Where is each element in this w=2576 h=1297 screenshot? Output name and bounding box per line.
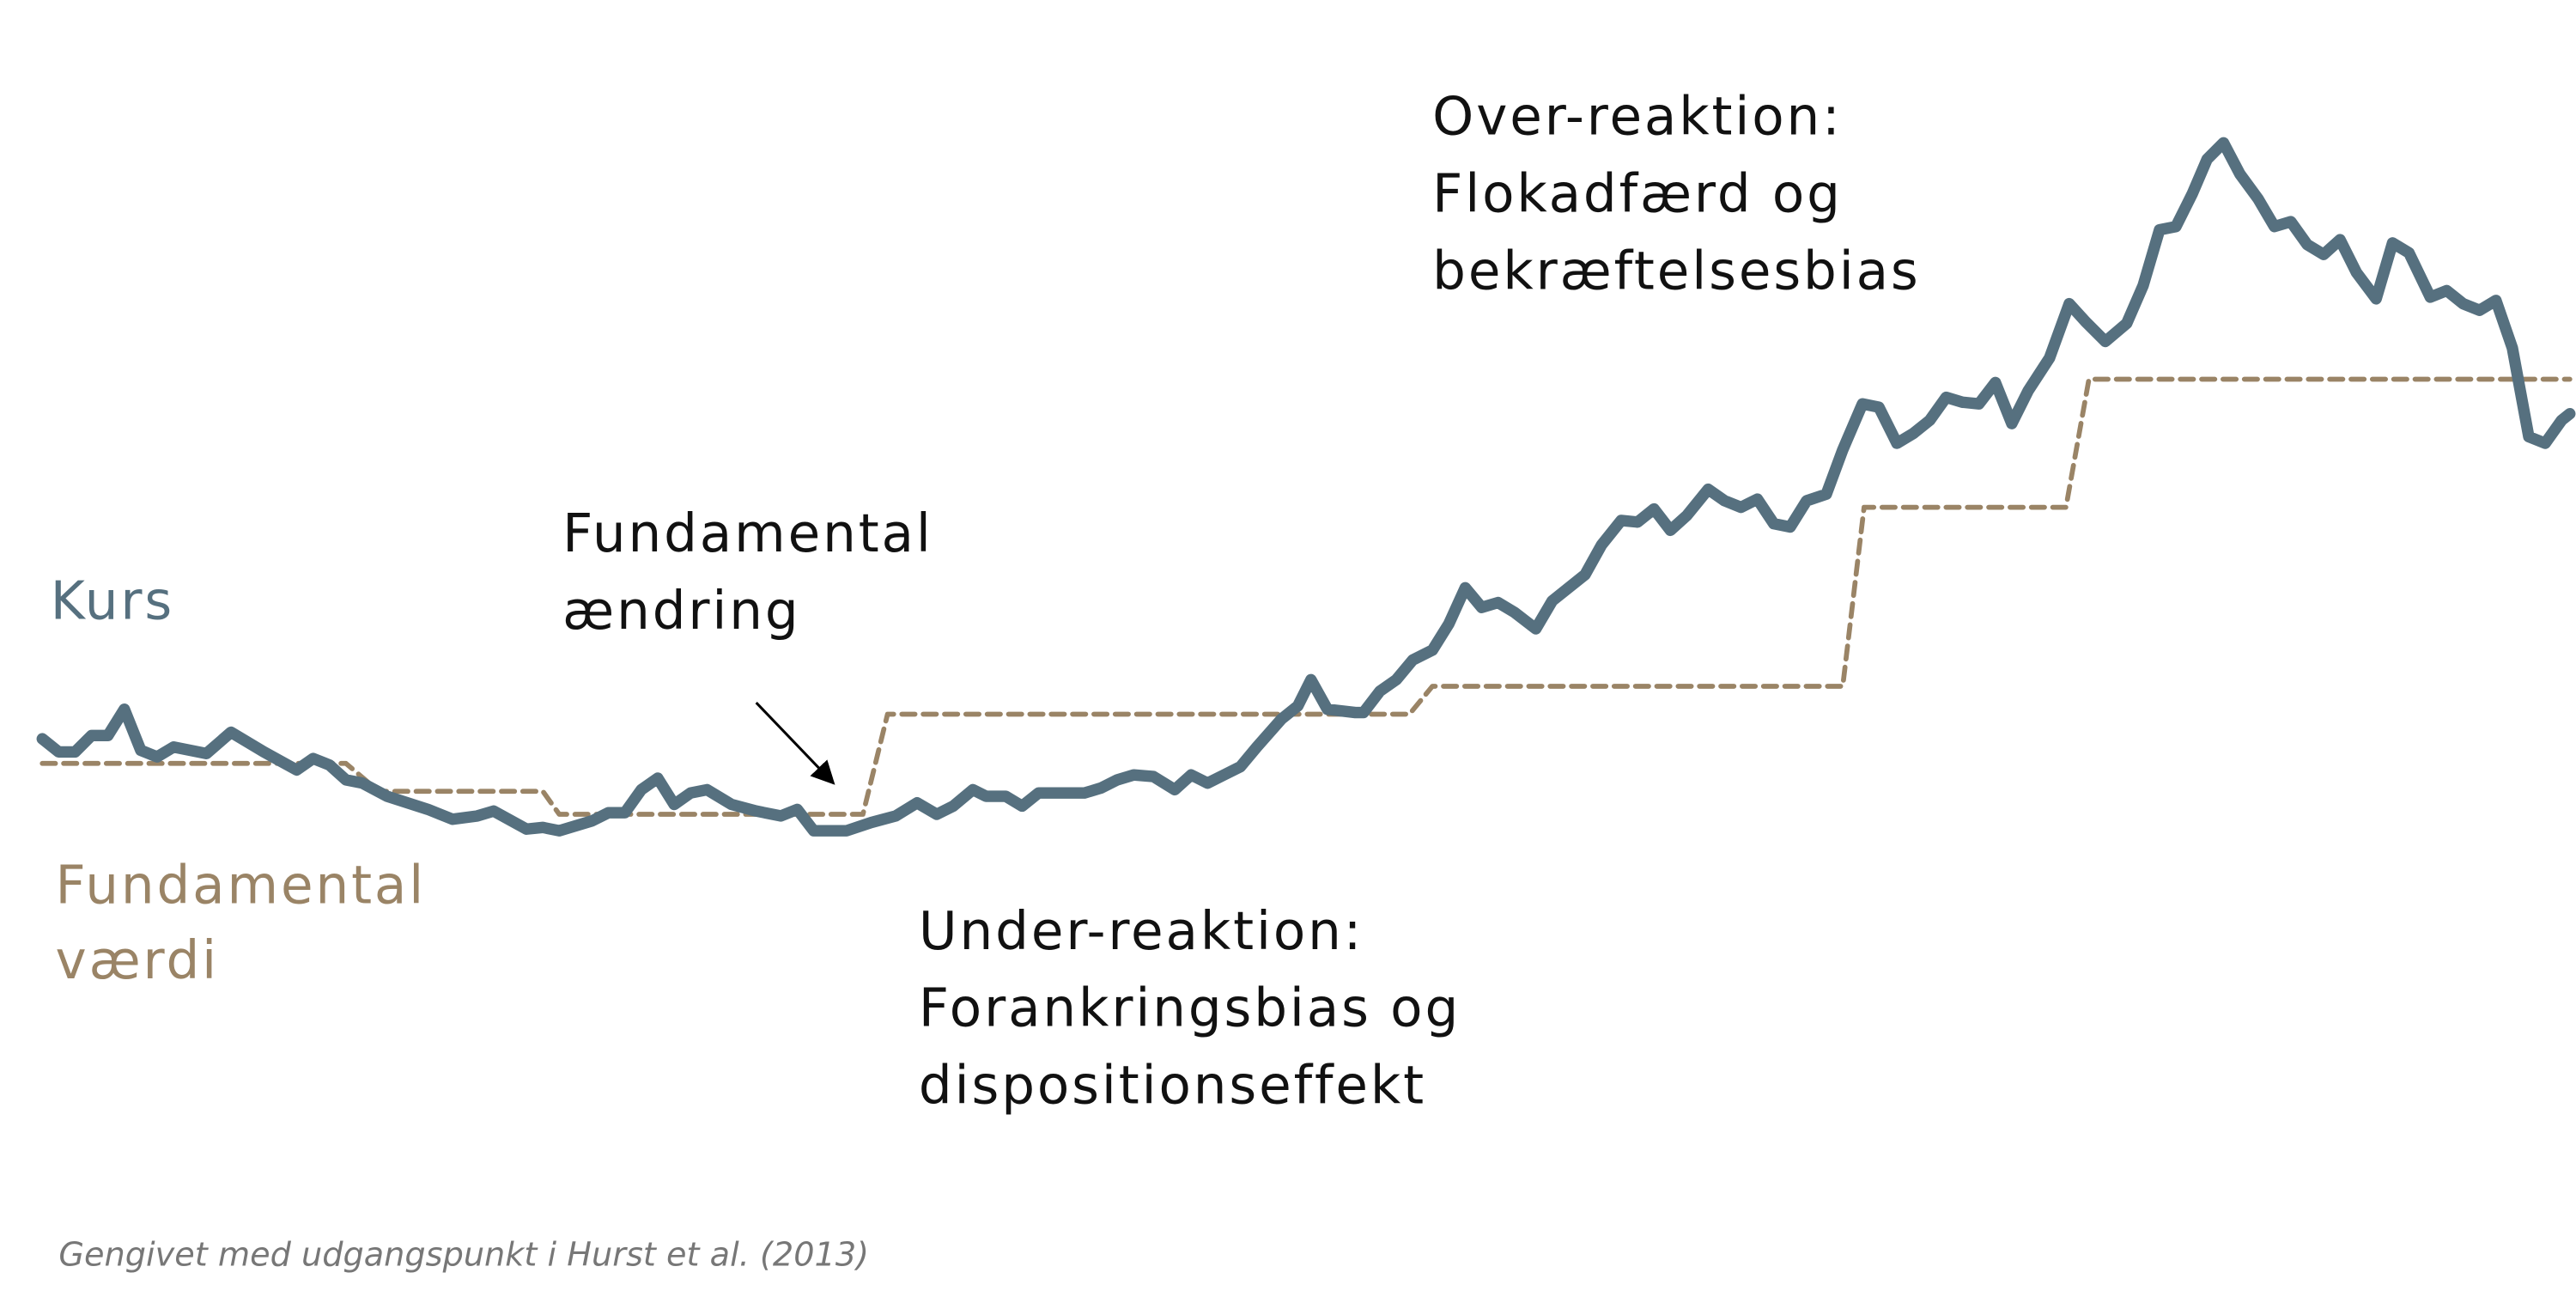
annotation: Flokadfærd og [1432,164,1843,225]
annotation: Under-reaktion: [919,901,1364,962]
fundamental-line [39,376,2573,817]
annotation: dispositionseffekt [919,1055,1426,1116]
annotation: ændring [562,581,800,642]
price-line [36,137,2576,837]
source-note: Gengivet med udgangspunkt i Hurst et al.… [58,1237,869,1275]
series-label: værdi [56,930,219,991]
annotation: bekræftelsesbias [1432,241,1920,301]
series-label: Fundamental [56,855,427,916]
annotation: Over-reaktion: [1432,87,1842,148]
annotation-arrow [755,702,835,785]
series-label: Kurs [51,571,174,632]
annotation: Forankringsbias og [919,978,1461,1039]
annotation: Fundamental [562,503,933,564]
